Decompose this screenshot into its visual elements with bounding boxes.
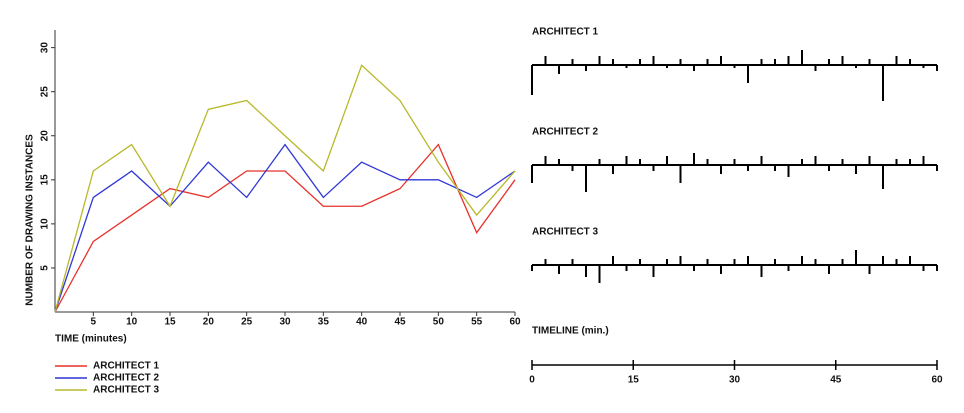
x-tick-label: 45 [394,317,406,328]
x-tick-label: 20 [203,317,215,328]
y-tick-label: 20 [40,130,51,142]
series-title: ARCHITECT 1 [532,27,599,38]
legend-label: ARCHITECT 1 [93,361,160,372]
series-line [54,143,516,313]
timeline-tick-label: 45 [830,375,842,386]
y-tick-label: 30 [40,42,51,54]
timeline-tick-label: 30 [729,375,741,386]
timeline-label: TIMELINE (min.) [532,326,609,337]
y-axis-label: NUMBER OF DRAWING INSTANCES [25,134,36,306]
x-tick-label: 60 [509,317,521,328]
x-tick-label: 5 [91,317,97,328]
x-tick-label: 50 [433,317,445,328]
x-tick-label: 10 [126,317,138,328]
y-tick-label: 5 [40,265,51,271]
x-tick-label: 35 [318,317,330,328]
x-tick-label: 30 [279,317,291,328]
y-tick-label: 25 [40,86,51,98]
x-tick-label: 55 [471,317,483,328]
y-tick-label: 10 [40,218,51,230]
legend-label: ARCHITECT 3 [93,385,160,396]
y-tick-label: 15 [40,174,51,186]
x-tick-label: 40 [356,317,368,328]
x-tick-label: 15 [164,317,176,328]
legend-label: ARCHITECT 2 [93,373,160,384]
series-title: ARCHITECT 3 [532,227,599,238]
series-title: ARCHITECT 2 [532,127,599,138]
series-line [54,64,516,313]
timeline-tick-label: 0 [529,375,535,386]
series-line [54,143,516,313]
timeline-tick-label: 15 [628,375,640,386]
x-axis-label: TIME (minutes) [55,334,127,345]
timeline-tick-label: 60 [931,375,943,386]
x-tick-label: 25 [241,317,253,328]
